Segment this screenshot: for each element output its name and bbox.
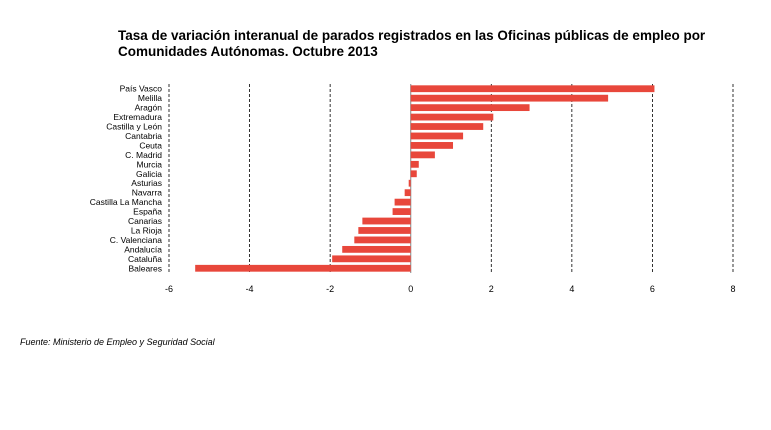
bar-14 — [362, 217, 411, 225]
category-label-4: Castilla y León — [106, 122, 162, 132]
bar-1 — [410, 94, 609, 102]
bar-13 — [392, 208, 411, 215]
category-label-10: Asturias — [131, 178, 162, 188]
x-tick-label-0: -6 — [165, 284, 173, 294]
bar-2 — [410, 104, 530, 112]
x-tick-label-7: 8 — [730, 284, 735, 294]
category-label-12: Castilla La Mancha — [90, 197, 163, 207]
category-label-15: La Rioja — [131, 225, 162, 235]
bar-4 — [410, 123, 484, 130]
source-note: Fuente: Ministerio de Empleo y Seguridad… — [20, 337, 215, 347]
bar-19 — [195, 264, 411, 272]
category-label-9: Galicia — [136, 169, 162, 179]
bar-0 — [410, 85, 655, 93]
x-tick-label-6: 6 — [650, 284, 655, 294]
bar-12 — [394, 198, 411, 206]
category-label-17: Andalucía — [124, 244, 162, 254]
category-label-18: Cataluña — [128, 254, 162, 264]
x-tick-label-3: 0 — [408, 284, 413, 294]
category-label-3: Extremadura — [113, 112, 162, 122]
category-label-5: Cantabria — [125, 131, 162, 141]
x-tick-label-2: -2 — [326, 284, 334, 294]
bar-10 — [408, 179, 411, 187]
bar-6 — [410, 142, 454, 149]
category-label-13: España — [133, 207, 162, 217]
bar-17 — [342, 245, 411, 253]
category-label-1: Melilla — [138, 93, 162, 103]
category-label-16: C. Valenciana — [110, 235, 163, 245]
category-label-11: Navarra — [132, 188, 163, 198]
x-tick-labels: -6 -4 -2 0 2 4 6 8 — [165, 284, 736, 294]
bar-3 — [410, 113, 494, 121]
bar-7 — [410, 151, 435, 159]
category-label-19: Baleares — [128, 263, 162, 273]
category-label-7: C. Madrid — [125, 150, 162, 160]
bar-16 — [354, 236, 411, 244]
chart-title-line2: Comunidades Autónomas. Octubre 2013 — [118, 44, 378, 59]
category-label-6: Ceuta — [139, 140, 162, 150]
category-labels: País VascoMelillaAragónExtremaduraCastil… — [90, 84, 163, 274]
bar-5 — [410, 132, 464, 140]
category-label-14: Canarias — [128, 216, 162, 226]
bar-18 — [332, 255, 411, 263]
category-label-8: Murcia — [136, 159, 162, 169]
x-tick-label-5: 4 — [569, 284, 574, 294]
bar-15 — [358, 227, 411, 234]
grid-lines — [168, 84, 734, 273]
bar-9 — [410, 170, 417, 178]
x-tick-label-1: -4 — [246, 284, 254, 294]
chart-title-line1: Tasa de variación interanual de parados … — [118, 28, 706, 43]
category-label-0: País Vasco — [120, 84, 163, 94]
chart-title: Tasa de variación interanual de parados … — [118, 28, 758, 60]
x-tick-label-4: 2 — [489, 284, 494, 294]
bar-11 — [404, 189, 411, 197]
bars — [195, 85, 655, 272]
bar-8 — [410, 160, 419, 168]
category-label-2: Aragón — [135, 103, 163, 113]
